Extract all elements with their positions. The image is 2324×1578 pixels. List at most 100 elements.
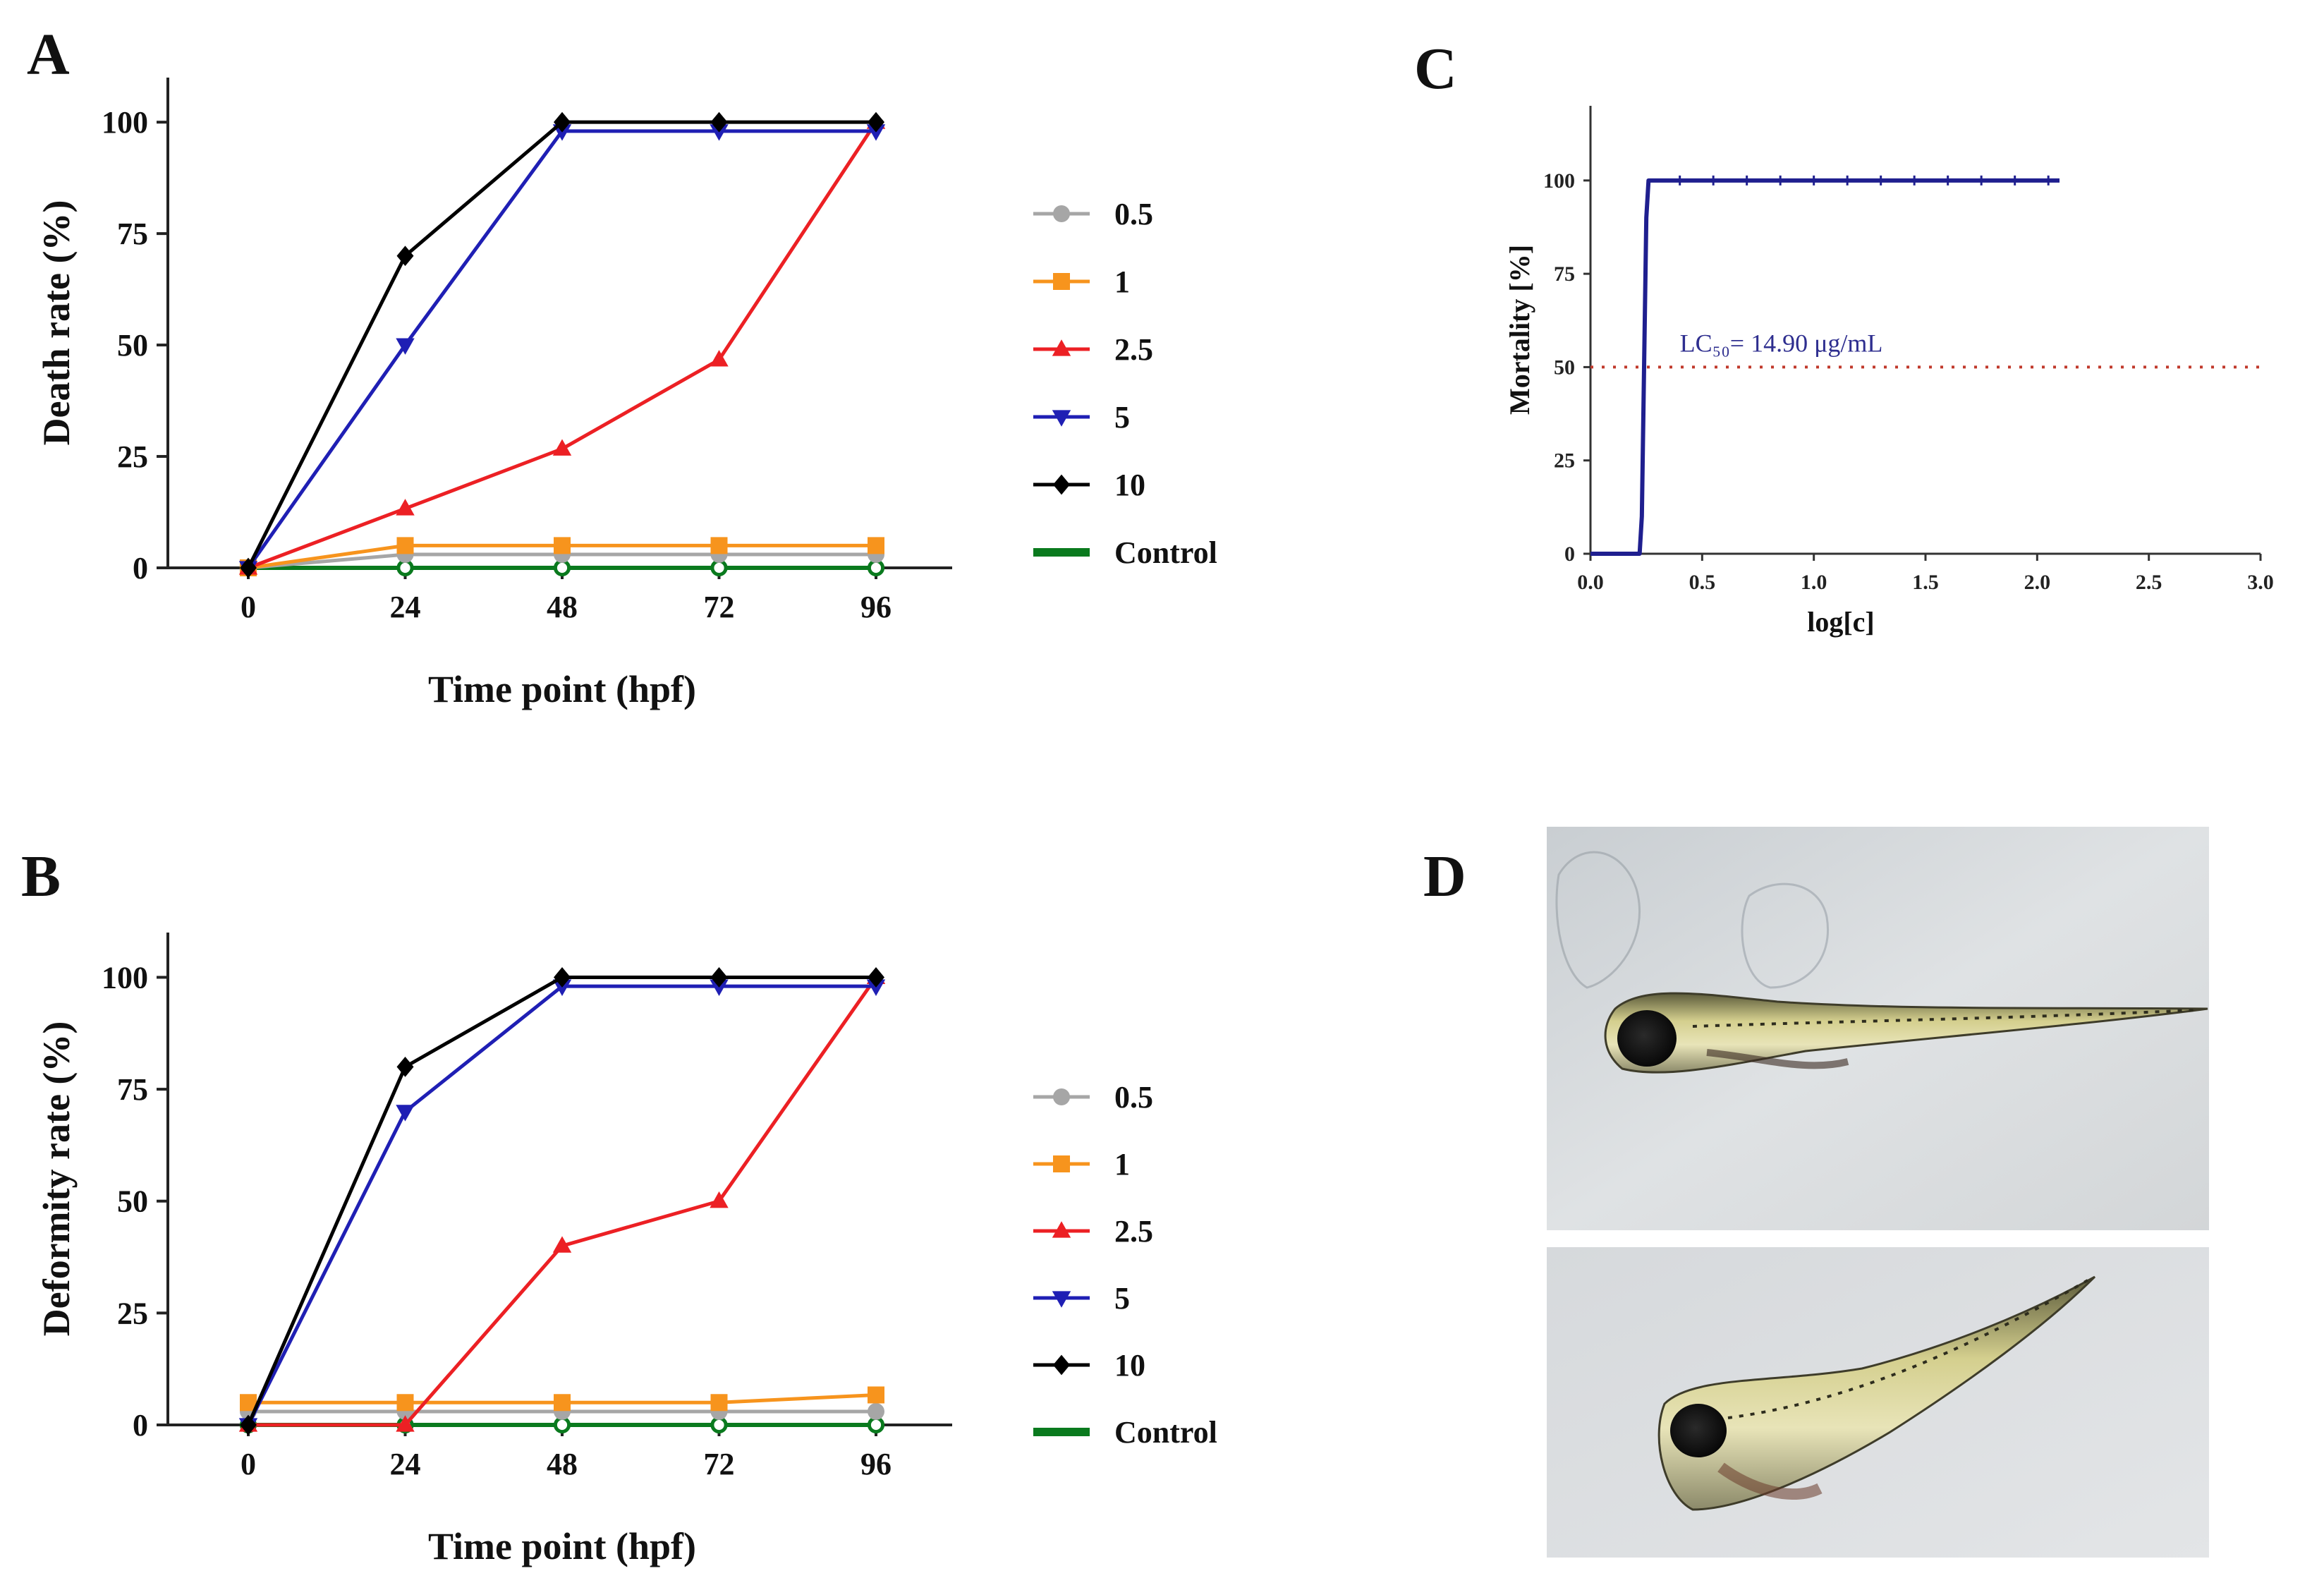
chart-a-axes: 0 25 50 75 100 0 24 48 72 96 [102,78,952,624]
data-point-control [710,559,728,577]
legend-marker [1053,1088,1070,1105]
x-tick-label: 1.0 [1801,571,1827,594]
data-point-5 [552,979,572,996]
y-tick-label: 50 [1554,356,1575,379]
data-point-1 [868,537,884,554]
data-point-1 [396,1394,414,1412]
panel-letter-a: A [27,22,70,87]
x-tick-label: 0 [241,590,256,624]
chart-c-series [1590,175,2261,556]
series-line-2-5 [248,121,878,570]
y-tick-label: 25 [117,439,148,474]
chart-a-xlabel: Time point (hpf) [428,668,696,710]
data-point-control [396,559,414,577]
x-tick-label: 72 [704,590,735,624]
data-point-2-5 [396,499,415,516]
legend-label: 5 [1114,400,1130,435]
legend-item-2-5: 2.5 [1033,332,1153,367]
chart-b-deformity-rate: 0 25 50 75 100 0 24 48 72 96 0.5 1 2.5 5 10 Control Ti… [35,933,1217,1567]
legend-item-2-5: 2.5 [1033,1214,1153,1249]
chart-b-legend: 0.5 1 2.5 5 10 Control [1033,1080,1217,1450]
data-point-5 [866,979,886,996]
legend-marker [1053,1354,1070,1376]
data-point-5 [396,338,415,355]
legend-item-control: Control [1033,535,1217,570]
chart-a-legend: 0.5 1 2.5 5 10 Control [1033,197,1217,570]
y-tick-label: 0 [133,1408,148,1443]
data-point-1 [554,537,571,554]
legend-label: 1 [1114,1147,1130,1182]
chart-c-xlabel: log[c] [1807,606,1875,638]
y-tick-label: 25 [1554,449,1575,473]
series-line-10 [246,120,876,569]
legend-item-0-5: 0.5 [1033,197,1153,231]
data-point-10 [868,111,884,133]
legend-marker [1053,205,1070,222]
x-tick-label: 0.0 [1577,571,1604,594]
chart-b-ylabel: Deformity rate (%) [35,1021,78,1337]
y-tick-label: 50 [117,328,148,363]
data-point-5 [710,124,729,141]
data-point-1 [710,1394,728,1412]
chart-c-lc50-annotation: LC₅₀= 14.90 μg/mL [1680,329,1883,357]
legend-label: 0.5 [1114,1080,1153,1115]
chart-b-series [238,967,886,1436]
legend-label: 1 [1114,265,1130,299]
legend-label: 10 [1114,1348,1145,1383]
data-point-1 [868,1386,884,1404]
legend-label: 5 [1114,1281,1130,1316]
photo-bottom-larva [1547,1247,2209,1558]
data-point-control [553,559,571,577]
legend-label: 2.5 [1114,1214,1153,1249]
x-tick-label: 3.0 [2247,571,2274,594]
legend-item-control: Control [1033,1415,1217,1450]
y-tick-label: 0 [1564,542,1575,566]
legend-marker [1052,1221,1071,1238]
data-point-10 [554,967,571,988]
data-point-10 [868,967,884,988]
x-tick-label: 96 [860,1447,892,1481]
data-point-10 [240,1414,257,1436]
panel-letter-b: B [21,844,61,909]
data-point-1 [710,537,728,554]
y-tick-label: 25 [117,1296,148,1330]
chart-b-xlabel: Time point (hpf) [428,1525,696,1567]
chart-c-axes: 0 25 50 75 100 0.0 0.5 1.0 1.5 2.0 2.5 3.0 [1543,106,2274,594]
data-point-control [553,1416,571,1434]
x-tick-label: 1.5 [1912,571,1939,594]
legend-marker [1053,273,1070,290]
data-point-2-5 [710,350,729,367]
panel-letter-d: D [1423,844,1466,909]
legend-label: 10 [1114,468,1145,502]
data-point-control [867,1416,885,1434]
data-point-10 [396,1056,414,1077]
x-tick-label: 48 [547,590,578,624]
data-point-2-5 [552,1236,572,1253]
y-tick-label: 75 [117,1072,148,1107]
legend-item-5: 5 [1033,1281,1130,1316]
legend-label: 2.5 [1114,332,1153,367]
y-tick-label: 75 [1554,262,1575,286]
y-tick-label: 100 [102,960,148,995]
chart-c-mortality-curve: 0 25 50 75 100 0.0 0.5 1.0 1.5 2.0 2.5 3.0 log[c] M… [1504,106,2274,638]
x-tick-label: 72 [704,1447,735,1481]
x-tick-label: 2.0 [2024,571,2051,594]
y-tick-label: 75 [117,217,148,251]
x-tick-label: 24 [390,1447,421,1481]
data-point-10 [396,245,414,267]
x-tick-label: 24 [390,590,421,624]
data-point-1 [396,537,414,554]
x-tick-label: 48 [547,1447,578,1481]
chart-c-ylabel: Mortality [%] [1504,245,1535,415]
legend-marker [1052,339,1071,356]
y-tick-label: 100 [102,105,148,140]
legend-marker [1053,474,1070,495]
data-point-1 [554,1394,571,1412]
photo-top-larva [1547,827,2209,1230]
data-point-10 [710,967,728,988]
legend-item-1: 1 [1033,1147,1130,1182]
legend-label: 0.5 [1114,197,1153,231]
data-point-2-5 [396,1415,415,1432]
legend-marker [1052,410,1071,427]
